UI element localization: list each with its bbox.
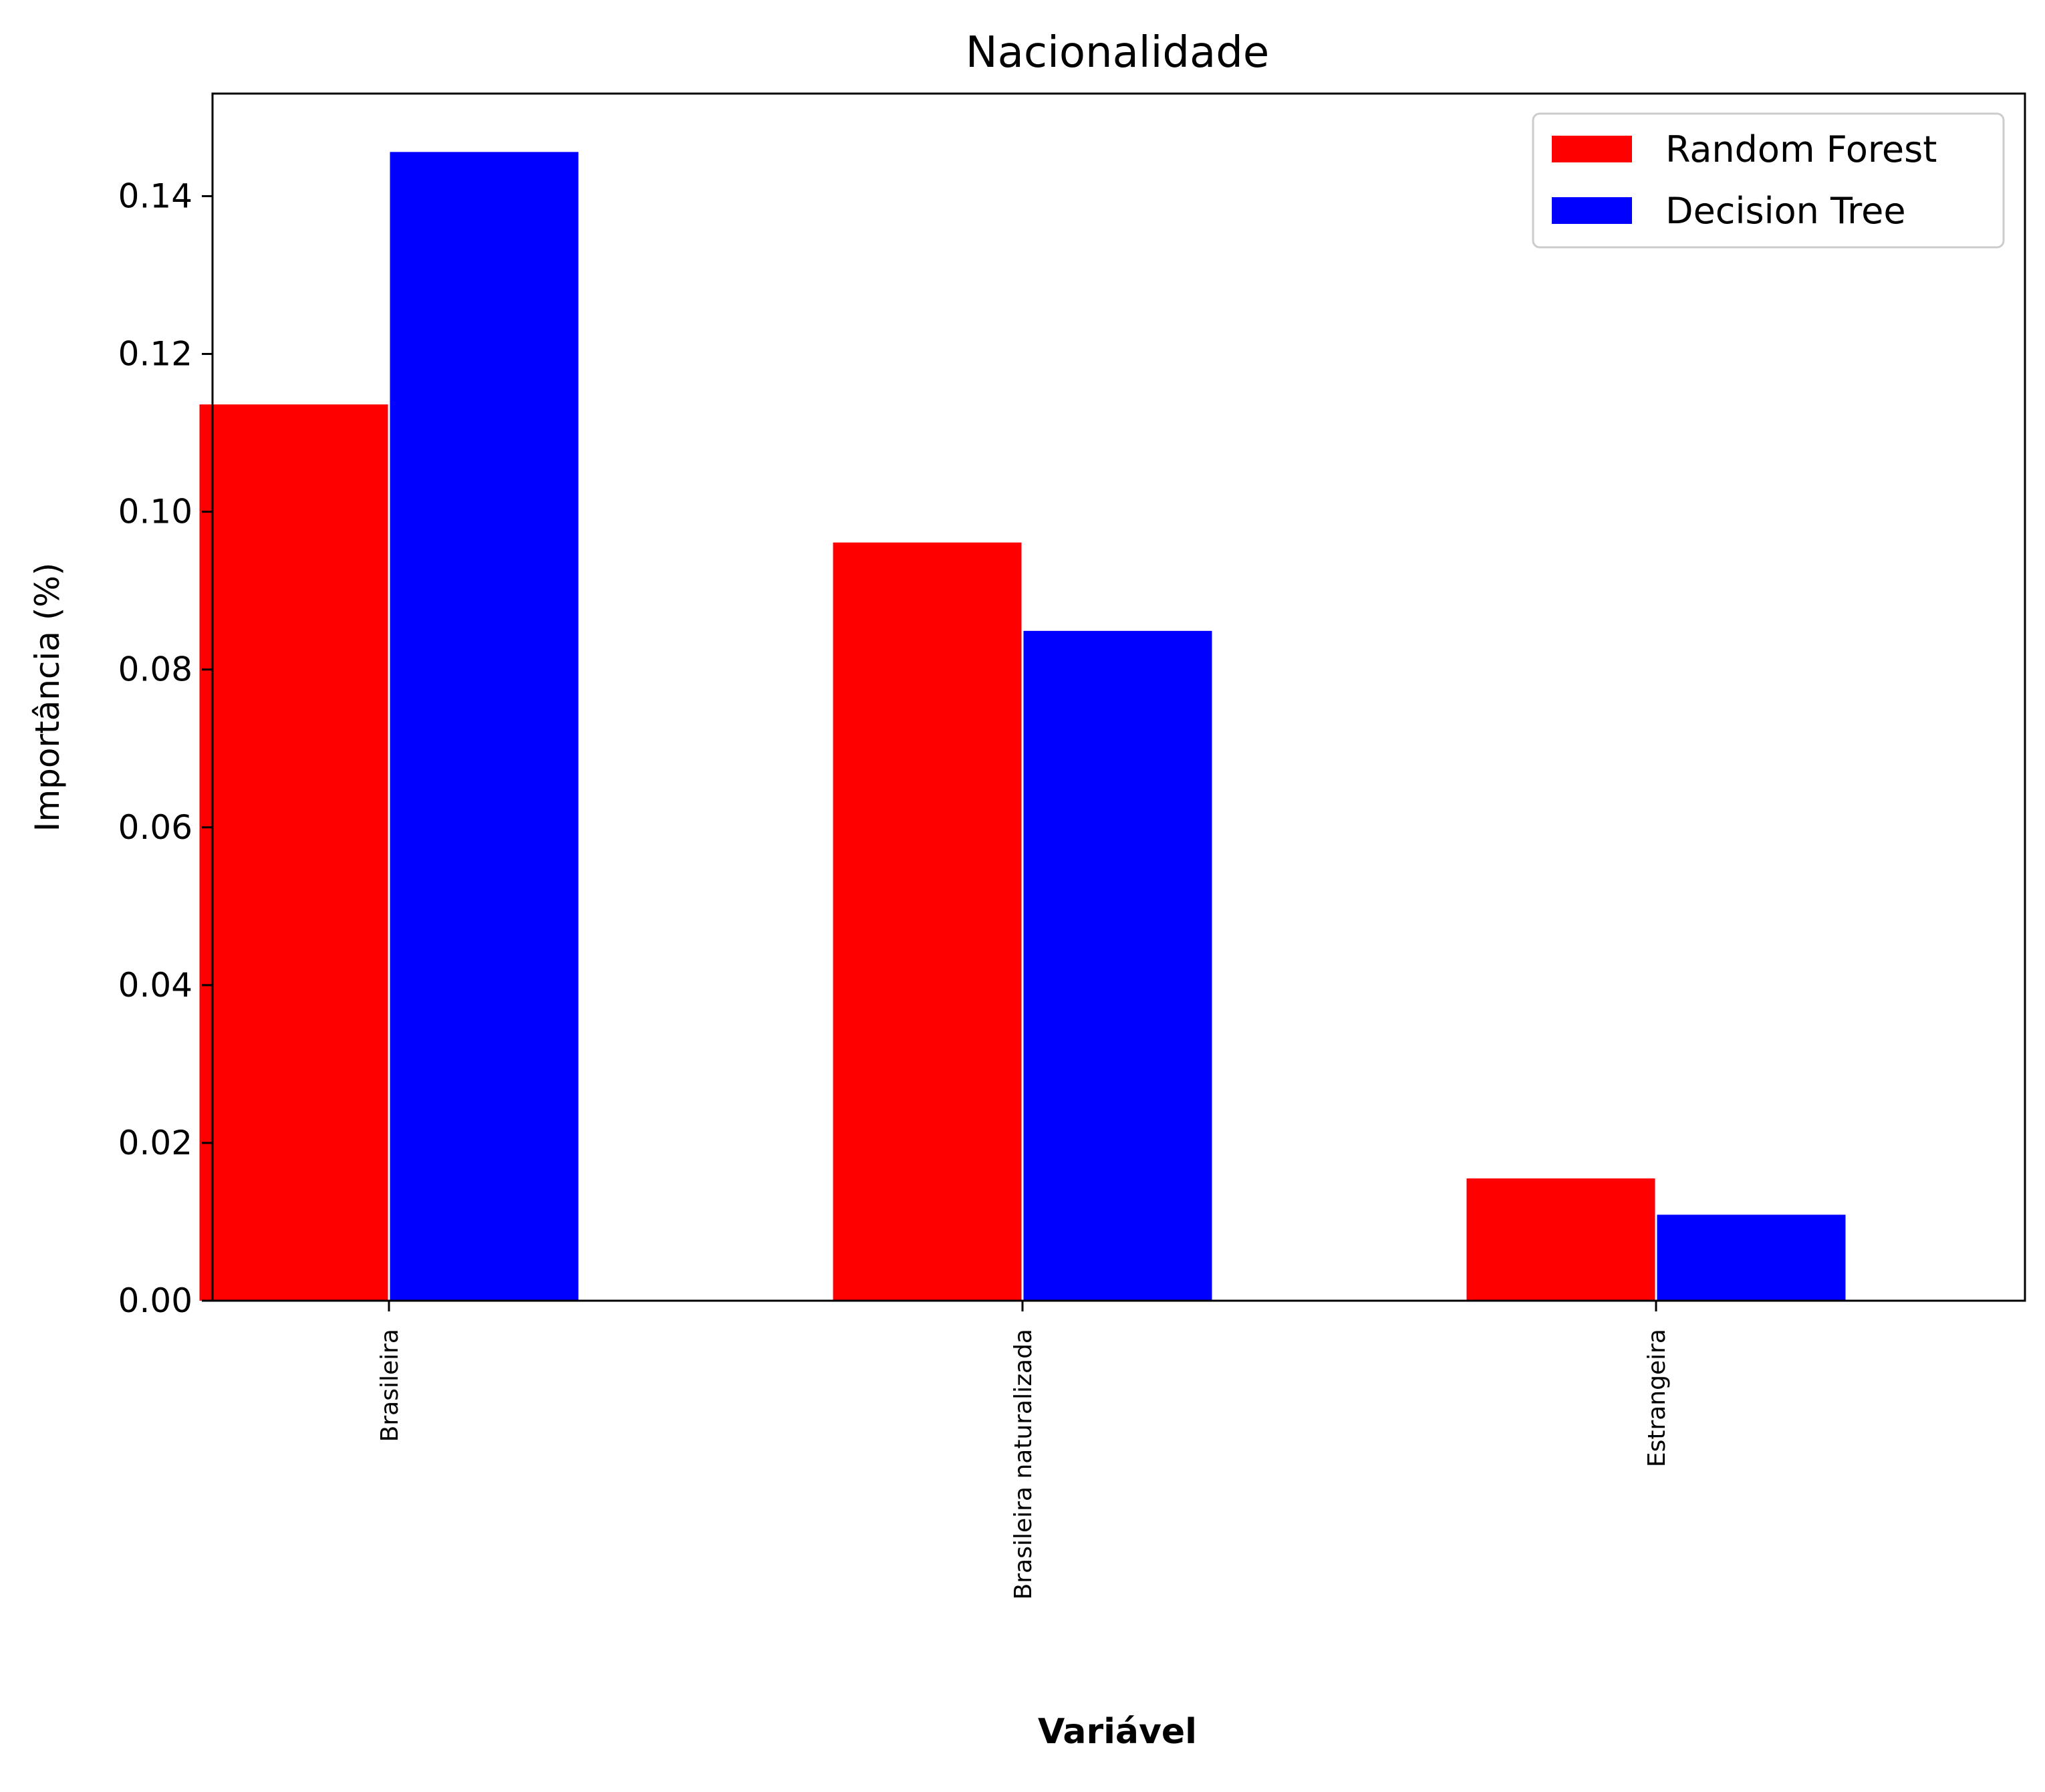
y-tick-label: 0.02 [118,1124,192,1162]
legend-swatch-decision-tree [1552,197,1632,224]
legend-label-decision-tree: Decision Tree [1665,190,1906,232]
legend-label-random-forest: Random Forest [1665,128,1937,170]
y-tick-label: 0.06 [118,808,192,847]
x-axis-ticks: Brasileira Brasileira naturalizada Estrang… [376,1301,1671,1599]
bar-random-forest-brasileira [199,404,388,1301]
y-axis-ticks: 0.00 0.02 0.04 0.06 0.08 0.10 0.12 0.14 [118,176,213,1320]
x-tick-label: Brasileira naturalizada [1010,1329,1037,1599]
chart-title: Nacionalidade [966,28,1269,78]
x-tick-label: Estrangeira [1643,1329,1671,1467]
x-axis-label: Variável [1038,1712,1197,1752]
bar-decision-tree-estrangeira [1657,1214,1846,1301]
bar-random-forest-brasileira-naturalizada [833,542,1022,1301]
y-tick-label: 0.04 [118,966,192,1005]
legend-swatch-random-forest [1552,136,1632,162]
y-tick-label: 0.08 [118,650,192,689]
bar-decision-tree-brasileira [390,152,579,1301]
y-tick-label: 0.14 [118,176,192,215]
x-tick-label: Brasileira [376,1329,404,1442]
legend: Random Forest Decision Tree [1532,112,2005,249]
y-tick-label: 0.10 [118,493,192,531]
bars-layer [199,152,1846,1301]
y-axis-label: Importância (%) [28,563,67,832]
bar-decision-tree-brasileira-naturalizada [1023,630,1212,1301]
y-tick-label: 0.00 [118,1281,192,1320]
legend-frame [1532,112,2005,249]
bar-random-forest-estrangeira [1466,1178,1655,1301]
y-tick-label: 0.12 [118,335,192,374]
plot-frame [211,92,2026,1302]
